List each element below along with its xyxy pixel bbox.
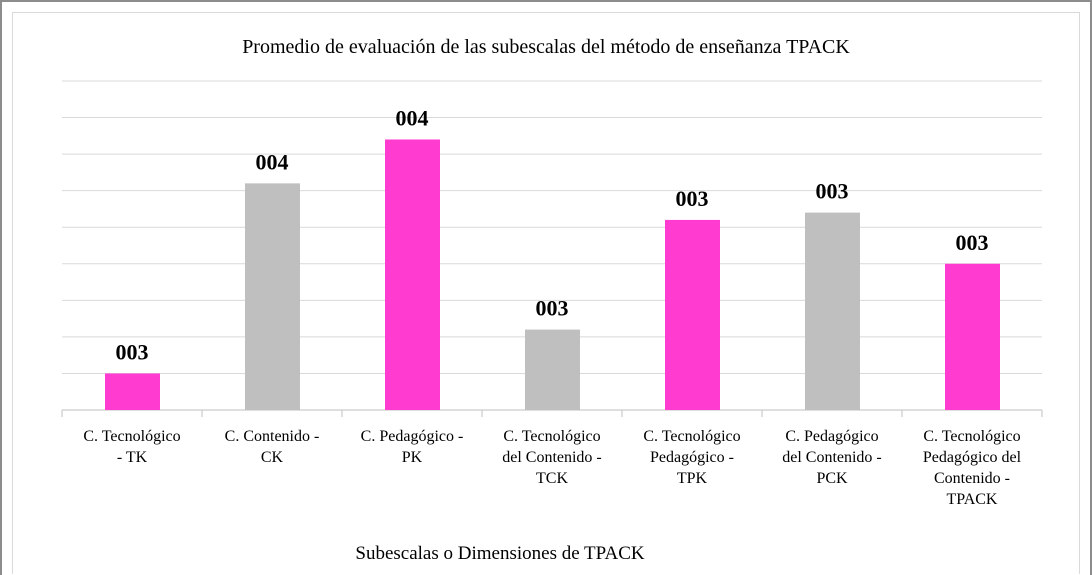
value-label: 003 (956, 230, 989, 255)
bar (945, 263, 1000, 410)
value-label: 003 (116, 339, 149, 364)
x-axis-title: Subescalas o Dimensiones de TPACK (355, 543, 645, 564)
chart-area (12, 12, 1080, 574)
bar (805, 212, 860, 410)
bar (105, 373, 160, 410)
bar (525, 329, 580, 410)
bar (665, 219, 720, 410)
bar (385, 139, 440, 410)
x-tick-label: C. Pedagógico - PK (360, 428, 464, 466)
x-tick-label: C. Tecnológico del Contenido - TCK (502, 428, 602, 487)
x-tick-label: C. Contenido - CK (224, 428, 320, 466)
value-label: 003 (676, 186, 709, 211)
x-tick-label: C. Tecnológico Pedagógico - TPK (643, 428, 741, 487)
value-label: 004 (256, 149, 289, 174)
value-label: 003 (536, 296, 569, 321)
value-label: 003 (816, 179, 849, 204)
x-tick-label: C. Tecnológico - TK (83, 428, 181, 466)
bar (245, 183, 300, 410)
x-tick-label: C. Tecnológico Pedagógico del Contenido … (922, 428, 1022, 508)
x-tick-label: C. Pedagógico del Contenido - PCK (782, 428, 882, 487)
value-label: 004 (396, 105, 429, 130)
chart-title: Promedio de evaluación de las subescalas… (242, 36, 850, 58)
